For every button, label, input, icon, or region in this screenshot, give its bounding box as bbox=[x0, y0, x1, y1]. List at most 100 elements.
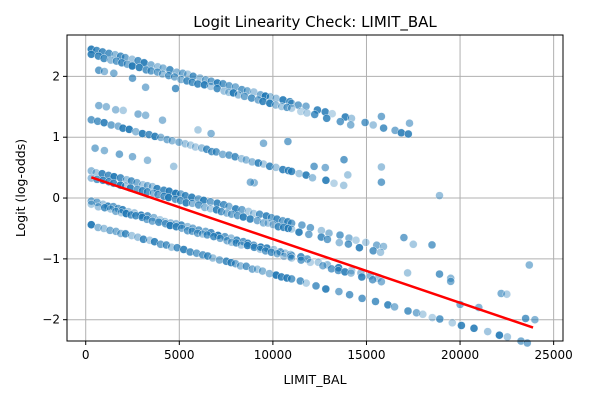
scatter-point bbox=[495, 331, 504, 340]
scatter-point bbox=[127, 61, 137, 71]
scatter-point bbox=[399, 233, 409, 242]
scatter-point bbox=[448, 318, 457, 327]
scatter-point bbox=[118, 106, 128, 115]
scatter-point bbox=[193, 125, 203, 135]
x-tick-label: 0 bbox=[82, 348, 90, 362]
scatter-point bbox=[403, 306, 413, 316]
scatter-point bbox=[124, 125, 134, 134]
scatter-point bbox=[357, 272, 366, 282]
scatter-point bbox=[435, 314, 444, 324]
chart-title: Logit Linearity Check: LIMIT_BAL bbox=[193, 13, 437, 32]
scatter-point bbox=[203, 251, 212, 261]
scatter-point bbox=[334, 287, 344, 296]
scatter-point bbox=[158, 115, 167, 125]
scatter-point bbox=[435, 191, 444, 200]
scatter-point bbox=[287, 224, 296, 234]
scatter-point bbox=[133, 109, 143, 119]
scatter-point bbox=[287, 274, 296, 284]
scatter-point bbox=[283, 137, 293, 146]
x-tick-label: 25000 bbox=[535, 348, 573, 362]
scatter-point bbox=[301, 170, 311, 180]
scatter-point bbox=[287, 251, 296, 260]
scatter-point bbox=[343, 170, 352, 180]
scatter-point bbox=[200, 203, 210, 212]
scatter-point bbox=[309, 162, 319, 171]
scatter-point bbox=[87, 199, 96, 209]
scatter-point bbox=[335, 230, 345, 240]
scatter-point bbox=[104, 49, 114, 58]
scatter-point bbox=[377, 162, 386, 172]
scatter-point bbox=[174, 137, 184, 147]
scatter-point bbox=[355, 243, 364, 252]
scatter-point bbox=[294, 227, 304, 237]
plot-frame bbox=[66, 34, 564, 342]
scatter-point bbox=[258, 97, 267, 106]
scatter-point bbox=[345, 290, 354, 299]
y-axis-label: Logit (log-odds) bbox=[13, 139, 28, 237]
scatter-point bbox=[254, 158, 263, 168]
scatter-point bbox=[379, 123, 388, 133]
scatter-point bbox=[186, 140, 195, 150]
scatter-point bbox=[318, 261, 328, 270]
scatter-point bbox=[94, 66, 104, 75]
scatter-point bbox=[111, 227, 121, 236]
scatter-point bbox=[328, 109, 337, 118]
scatter-point bbox=[301, 102, 311, 111]
scatter-point bbox=[229, 88, 238, 98]
scatter-point bbox=[322, 114, 331, 123]
scatter-point bbox=[263, 218, 273, 228]
scatter-point bbox=[390, 302, 399, 312]
scatter-point bbox=[369, 246, 378, 256]
scatter-point bbox=[530, 315, 540, 324]
y-tick-label: 1 bbox=[52, 130, 60, 144]
scatter-point bbox=[191, 142, 200, 152]
scatter-point bbox=[180, 139, 190, 149]
scatter-point bbox=[90, 143, 100, 153]
scatter-point bbox=[302, 108, 312, 118]
scatter-point bbox=[102, 102, 111, 112]
scatter-point bbox=[111, 105, 120, 115]
scatter-point bbox=[297, 220, 307, 230]
x-tick-label: 5000 bbox=[164, 348, 195, 362]
scatter-point bbox=[521, 314, 530, 323]
scatter-point bbox=[200, 80, 209, 90]
scatter-point bbox=[311, 281, 321, 291]
scatter-point bbox=[339, 155, 349, 164]
scatter-point bbox=[296, 255, 306, 265]
scatter-point bbox=[231, 259, 240, 268]
scatter-point bbox=[308, 173, 317, 183]
scatter-point bbox=[162, 240, 171, 250]
scatter-point bbox=[409, 240, 418, 249]
scatter-point bbox=[469, 324, 479, 333]
scatter-point bbox=[286, 252, 295, 261]
scatter-point bbox=[360, 118, 370, 127]
scatter-point bbox=[246, 177, 255, 187]
x-tick-label: 15000 bbox=[347, 348, 385, 362]
scatter-point bbox=[483, 327, 492, 336]
scatter-point bbox=[282, 103, 292, 112]
scatter-point bbox=[457, 321, 466, 330]
scatter-point bbox=[404, 129, 413, 139]
scatter-point bbox=[377, 177, 386, 187]
scatter-point bbox=[248, 264, 257, 274]
scatter-point bbox=[206, 129, 216, 138]
scatter-point bbox=[128, 73, 137, 83]
scatter-point bbox=[435, 269, 444, 279]
scatter-point bbox=[306, 258, 315, 267]
scatter-point bbox=[427, 240, 437, 250]
scatter-point bbox=[377, 112, 386, 121]
scatter-point bbox=[171, 84, 180, 93]
scatter-point bbox=[167, 136, 177, 145]
scatter-point bbox=[323, 235, 332, 244]
y-ticks: −2 −1 0 1 2 bbox=[42, 69, 67, 327]
scatter-point bbox=[87, 166, 96, 176]
scatter-point bbox=[403, 268, 412, 278]
scatter-point bbox=[503, 332, 512, 342]
scatter-point bbox=[141, 83, 150, 92]
scatter-point bbox=[412, 308, 421, 317]
scatter-point bbox=[259, 218, 268, 228]
x-tick-label: 10000 bbox=[254, 348, 292, 362]
scatter-point bbox=[111, 207, 121, 216]
y-tick-label: −1 bbox=[42, 252, 60, 266]
